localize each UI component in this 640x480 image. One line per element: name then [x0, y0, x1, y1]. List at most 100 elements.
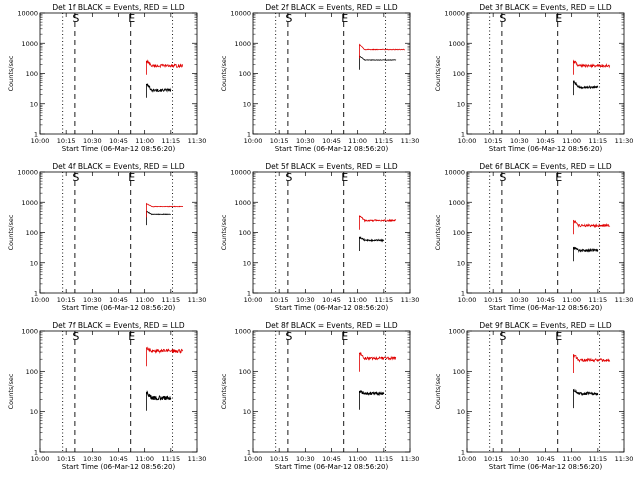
x-tick-label: 11:15 [374, 137, 393, 145]
series-lld [146, 59, 183, 75]
series-lld [359, 351, 397, 372]
y-tick-label: 10 [30, 100, 38, 108]
marker-label-e: E [128, 330, 135, 343]
y-tick-label: 100 [453, 70, 465, 78]
x-tick-label: 10:30 [510, 137, 529, 145]
y-tick-label: 1 [461, 131, 465, 139]
y-axis-label: Counts/sec [434, 373, 442, 409]
x-tick-label: 11:15 [588, 455, 607, 463]
chart-title: Det 4f BLACK = Events, RED = LLD [52, 162, 185, 171]
y-tick-label: 1 [247, 131, 251, 139]
y-tick-label: 10000 [230, 10, 251, 18]
y-axis-label: Counts/sec [434, 55, 442, 91]
plot-frame [39, 12, 198, 135]
x-tick-label: 10:45 [536, 137, 555, 145]
series-lld [359, 215, 397, 230]
series-lld [573, 354, 611, 373]
marker-label-s: S [285, 171, 292, 184]
chart-panel-8: Det 8f BLACK = Events, RED = LLD 10:00 10:… [220, 321, 419, 471]
x-tick-label: 10:30 [296, 455, 315, 463]
y-tick-label: 1 [247, 290, 251, 298]
chart-title: Det 8f BLACK = Events, RED = LLD [265, 321, 398, 330]
marker-label-e: E [555, 12, 562, 25]
x-tick-label: 11:30 [401, 296, 420, 304]
chart-panel-4: Det 4f BLACK = Events, RED = LLD 10:00 10:… [7, 162, 206, 312]
x-tick-label: 10:45 [109, 296, 128, 304]
chart-title: Det 9f BLACK = Events, RED = LLD [479, 321, 612, 330]
y-axis-label: Counts/sec [220, 214, 228, 250]
chart-title: Det 5f BLACK = Events, RED = LLD [265, 162, 398, 171]
marker-label-s: S [499, 330, 506, 343]
x-tick-label: 11:00 [135, 455, 154, 463]
x-tick-label: 10:00 [31, 296, 50, 304]
x-tick-label: 10:15 [57, 296, 76, 304]
x-tick-label: 11:30 [188, 296, 207, 304]
x-tick-label: 10:00 [244, 296, 263, 304]
series-events [359, 55, 397, 70]
y-tick-label: 1000 [234, 328, 251, 336]
plot-frame [252, 330, 411, 453]
x-tick-label: 11:30 [188, 137, 207, 145]
series-events [573, 246, 599, 262]
marker-label-e: E [555, 330, 562, 343]
x-tick-label: 11:00 [135, 137, 154, 145]
y-tick-label: 1000 [448, 199, 465, 207]
y-tick-label: 10 [457, 100, 465, 108]
series-events [146, 210, 172, 226]
y-tick-label: 1 [461, 290, 465, 298]
x-tick-label: 10:45 [322, 137, 341, 145]
x-axis-label: Start Time (06-Mar-12 08:56:20) [489, 145, 603, 153]
y-tick-label: 1000 [234, 40, 251, 48]
y-tick-label: 10 [30, 408, 38, 416]
x-tick-label: 10:15 [57, 455, 76, 463]
x-tick-label: 10:45 [322, 296, 341, 304]
x-tick-label: 11:00 [562, 137, 581, 145]
x-tick-label: 11:30 [615, 455, 634, 463]
series-events [359, 389, 385, 410]
y-tick-label: 100 [26, 368, 38, 376]
chart-title: Det 1f BLACK = Events, RED = LLD [52, 3, 185, 12]
series-lld [359, 43, 405, 59]
y-tick-label: 1000 [21, 328, 38, 336]
x-tick-label: 10:45 [322, 455, 341, 463]
x-tick-label: 10:30 [296, 296, 315, 304]
y-axis-label: Counts/sec [220, 55, 228, 91]
x-tick-label: 10:00 [458, 137, 477, 145]
x-tick-label: 10:15 [57, 137, 76, 145]
x-tick-label: 10:45 [109, 455, 128, 463]
marker-label-s: S [499, 171, 506, 184]
marker-label-e: E [341, 12, 348, 25]
x-axis-label: Start Time (06-Mar-12 08:56:20) [489, 463, 603, 471]
y-tick-label: 1000 [448, 40, 465, 48]
y-tick-label: 100 [453, 368, 465, 376]
x-tick-label: 10:15 [484, 296, 503, 304]
plot-frame [252, 12, 411, 135]
x-tick-label: 11:15 [161, 137, 180, 145]
y-axis-label: Counts/sec [7, 214, 15, 250]
x-tick-label: 11:30 [401, 455, 420, 463]
chart-panel-2: Det 2f BLACK = Events, RED = LLD 10:00 10:… [220, 3, 419, 153]
x-tick-label: 11:00 [348, 296, 367, 304]
chart-title: Det 7f BLACK = Events, RED = LLD [52, 321, 185, 330]
marker-label-e: E [555, 171, 562, 184]
y-axis-label: Counts/sec [220, 373, 228, 409]
x-tick-label: 10:00 [244, 137, 263, 145]
x-tick-label: 10:00 [458, 455, 477, 463]
plot-frame [466, 171, 625, 294]
x-tick-label: 10:15 [484, 137, 503, 145]
chart-panel-3: Det 3f BLACK = Events, RED = LLD 10:00 10:… [434, 3, 633, 153]
y-tick-label: 10000 [444, 169, 465, 177]
chart-panel-6: Det 6f BLACK = Events, RED = LLD 10:00 10:… [434, 162, 633, 312]
x-tick-label: 11:00 [562, 455, 581, 463]
x-axis-label: Start Time (06-Mar-12 08:56:20) [62, 463, 176, 471]
x-tick-label: 10:45 [536, 455, 555, 463]
y-tick-label: 10000 [230, 169, 251, 177]
plot-frame [466, 330, 625, 453]
x-tick-label: 11:15 [161, 296, 180, 304]
x-tick-label: 11:00 [348, 455, 367, 463]
marker-label-e: E [341, 171, 348, 184]
y-tick-label: 100 [453, 229, 465, 237]
x-tick-label: 11:15 [161, 455, 180, 463]
y-tick-label: 10 [457, 259, 465, 267]
y-tick-label: 1 [34, 131, 38, 139]
